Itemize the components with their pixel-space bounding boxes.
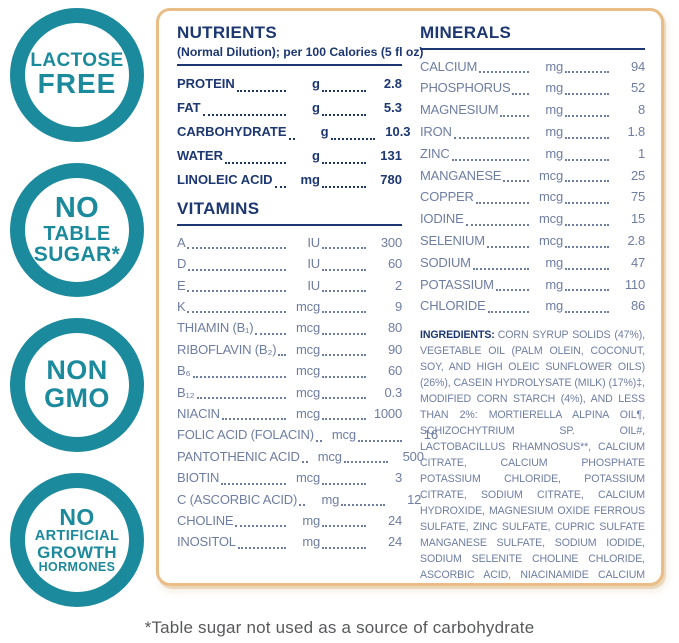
vitamin-row: THIAMIN (B₁) mcg 80 xyxy=(177,320,402,336)
mineral-row: PHOSPHORUS mg 52 xyxy=(420,80,645,96)
minerals-title: MINERALS xyxy=(420,23,512,42)
badge-line: NO xyxy=(59,503,95,530)
nutrient-row: CARBOHYDRATE g 10.3 xyxy=(177,124,411,141)
badge-no-table-sugar: NO TABLE SUGAR* xyxy=(10,163,144,297)
mineral-row: SELENIUM mcg 2.8 xyxy=(420,232,645,248)
nutrients-title: NUTRIENTS xyxy=(177,23,277,42)
section-rule xyxy=(177,223,402,226)
badge-line: SUGAR* xyxy=(33,243,121,267)
minerals-rows: CALCIUM mg 94 PHOSPHORUS mg 52 MAGNESIUM mg 8 IRO… xyxy=(420,56,645,318)
mineral-row: COPPER mcg 75 xyxy=(420,189,645,205)
vitamin-row: B₁₂ mcg 0.3 xyxy=(177,384,402,400)
vitamin-row: FOLIC ACID (FOLACIN) mcg 16 xyxy=(177,427,438,443)
vitamin-row: BIOTIN mcg 3 xyxy=(177,470,402,486)
mineral-row: IODINE mcg 15 xyxy=(420,211,645,227)
nutrient-row: LINOLEIC ACID mg 780 xyxy=(177,172,402,189)
section-rule xyxy=(420,47,645,50)
nutrient-row: PROTEIN g 2.8 xyxy=(177,76,402,93)
vitamin-row: NIACIN mcg 1000 xyxy=(177,405,402,421)
badge-line: HORMONES xyxy=(38,560,116,575)
left-column: NUTRIENTS (Normal Dilution); per 100 Cal… xyxy=(177,23,438,583)
badge-line: TABLE xyxy=(43,222,111,245)
mineral-row: CHLORIDE mg 86 xyxy=(420,298,645,314)
mineral-row: MAGNESIUM mg 8 xyxy=(420,102,645,118)
vitamin-row: RIBOFLAVIN (B₂) mcg 90 xyxy=(177,341,402,357)
mineral-row: POTASSIUM mg 110 xyxy=(420,276,645,292)
vitamins-title: VITAMINS xyxy=(177,199,260,219)
ingredients-paragraph: INGREDIENTS: CORN SYRUP SOLIDS (47%), VEG… xyxy=(420,327,645,583)
panel-columns: NUTRIENTS (Normal Dilution); per 100 Cal… xyxy=(177,23,645,583)
vitamin-row: C (ASCORBIC ACID) mg 12 xyxy=(177,491,422,507)
badge-non-gmo: NON GMO xyxy=(10,318,144,452)
mineral-row: CALCIUM mg 94 xyxy=(420,58,645,74)
vitamin-row: E IU 2 xyxy=(177,277,402,293)
badge-line: NO xyxy=(54,192,100,225)
badge-line: GROWTH xyxy=(37,543,117,563)
vitamin-row: PANTOTHENIC ACID mcg 500 xyxy=(177,448,424,464)
badge-no-artificial-growth-hormones: NO ARTIFICIAL GROWTH HORMONES xyxy=(10,473,144,607)
nutrition-panel: NUTRIENTS (Normal Dilution); per 100 Cal… xyxy=(156,8,664,586)
right-column: MINERALS CALCIUM mg 94 PHOSPHORUS mg 52 MAGNES… xyxy=(420,23,645,583)
minerals-section: MINERALS CALCIUM mg 94 PHOSPHORUS mg 52 MAGNES… xyxy=(420,23,645,317)
vitamin-row: A IU 300 xyxy=(177,234,402,250)
nutrients-section: NUTRIENTS (Normal Dilution); per 100 Cal… xyxy=(177,23,424,192)
mineral-row: ZINC mg 1 xyxy=(420,145,645,161)
nutrients-rows: PROTEIN g 2.8 FAT g 5.3 CARBOHYDRATE g 10.3 WATER… xyxy=(177,72,411,192)
table-sugar-caption: *Table sugar not used as a source of car… xyxy=(144,618,535,637)
badge-line: FREE xyxy=(37,68,117,100)
mineral-row: SODIUM mg 47 xyxy=(420,254,645,270)
vitamin-row: CHOLINE mg 24 xyxy=(177,513,402,529)
section-rule xyxy=(177,64,402,67)
ingredients-label: INGREDIENTS: xyxy=(420,329,495,342)
nutrient-row: FAT g 5.3 xyxy=(177,100,402,117)
mineral-row: IRON mg 1.8 xyxy=(420,123,645,139)
vitamin-row: B₆ mcg 60 xyxy=(177,363,402,379)
vitamin-row: INOSITOL mg 24 xyxy=(177,534,402,550)
mineral-row: MANGANESE mcg 25 xyxy=(420,167,645,183)
badge-lactose-free: LACTOSE FREE xyxy=(10,8,144,142)
ingredients-text: CORN SYRUP SOLIDS (47%), VEGETABLE OIL (… xyxy=(420,329,645,582)
badge-line: LACTOSE xyxy=(30,50,124,72)
badge-line: ARTIFICIAL xyxy=(34,528,120,545)
vitamin-row: D IU 60 xyxy=(177,256,402,272)
badge-line: NON xyxy=(46,355,108,386)
badge-line: GMO xyxy=(44,383,110,413)
nutrients-subtitle: (Normal Dilution); per 100 Calories (5 f… xyxy=(177,44,424,59)
nutrient-row: WATER g 131 xyxy=(177,148,402,165)
